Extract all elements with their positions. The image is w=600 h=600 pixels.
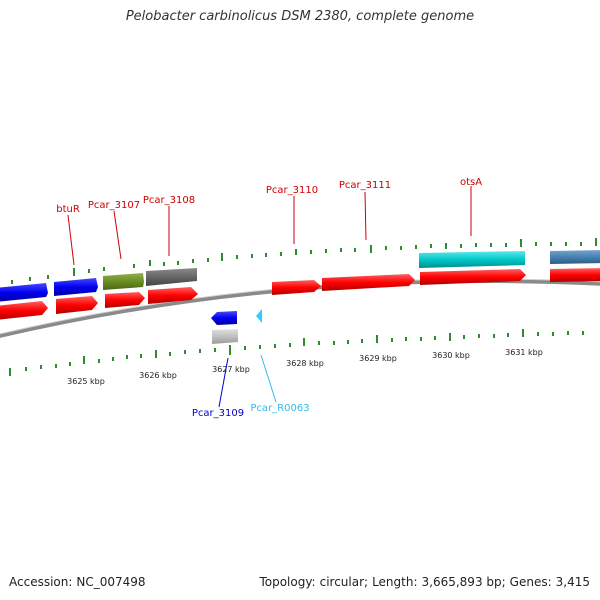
cds-arrow[interactable]	[148, 287, 198, 304]
inner-strand-genes	[211, 309, 262, 344]
genome-stats: Topology: circular; Length: 3,665,893 bp; Ge…	[259, 575, 590, 589]
cds-arrow[interactable]	[420, 269, 526, 285]
gene-label-pcar-3111[interactable]: Pcar_3111	[339, 180, 391, 191]
cds-arrow-pcar-3109[interactable]	[212, 329, 238, 344]
gene-arrow-blue[interactable]	[0, 283, 48, 302]
inner-tick-row	[9, 329, 584, 376]
scale-label: 3625 kbp	[67, 377, 105, 386]
rna-marker-pcar-r0063[interactable]	[256, 309, 262, 323]
gene-label-otsA[interactable]: otsA	[460, 177, 482, 188]
gene-label-pcar-3110[interactable]: Pcar_3110	[266, 185, 318, 196]
cds-arrows	[0, 268, 600, 320]
scale-label: 3628 kbp	[286, 359, 324, 368]
gene-arrow-steelblue[interactable]	[550, 250, 600, 264]
genes-value: 3,415	[555, 575, 590, 589]
gene-arrow-pcar-3108[interactable]	[146, 268, 197, 286]
gene-arrow-otsA[interactable]	[419, 251, 525, 268]
map-title: Pelobacter carbinolicus DSM 2380, comple…	[125, 9, 475, 24]
scale-label: 3627 kbp	[212, 365, 250, 374]
gene-arrow-pcar-3109[interactable]	[211, 311, 237, 325]
cds-arrow[interactable]	[550, 268, 600, 282]
cds-arrow[interactable]	[105, 292, 145, 308]
genes-label: Genes:	[509, 575, 552, 589]
gene-label-btuR[interactable]: btuR	[56, 204, 80, 215]
gene-label-pcar-3108[interactable]: Pcar_3108	[143, 195, 195, 206]
cds-arrow[interactable]	[0, 301, 48, 320]
gene-label-pcar-r0063[interactable]: Pcar_R0063	[250, 403, 309, 414]
gene-label-pcar-3107[interactable]: Pcar_3107	[88, 200, 140, 211]
label-leaders	[67, 186, 472, 408]
gene-labels: btuR Pcar_3107 Pcar_3108 Pcar_3110 Pcar_…	[56, 177, 482, 419]
accession-value: NC_007498	[76, 575, 146, 589]
length-value: 3,665,893 bp;	[421, 575, 506, 589]
accession-label: Accession:	[9, 575, 73, 589]
accession-info: Accession: NC_007498	[9, 575, 146, 589]
scale-label: 3630 kbp	[432, 351, 470, 360]
outer-tick-row	[11, 238, 597, 284]
cds-arrow[interactable]	[322, 274, 415, 291]
topology-label: Topology:	[259, 575, 316, 589]
gene-arrow-pcar-3107[interactable]	[103, 273, 144, 290]
gene-arrow-btuR[interactable]	[54, 278, 98, 296]
cds-arrow[interactable]	[56, 296, 98, 314]
scale-label: 3631 kbp	[505, 348, 543, 357]
length-label: Length:	[372, 575, 418, 589]
gene-label-pcar-3109[interactable]: Pcar_3109	[192, 408, 244, 419]
scale-label: 3626 kbp	[139, 371, 177, 380]
cds-arrow[interactable]	[272, 280, 321, 295]
topology-value: circular;	[319, 575, 369, 589]
scale-label: 3629 kbp	[359, 354, 397, 363]
scale-labels: 3625 kbp 3626 kbp 3627 kbp 3628 kbp 3629…	[67, 348, 543, 386]
outer-strand-genes	[0, 250, 600, 302]
